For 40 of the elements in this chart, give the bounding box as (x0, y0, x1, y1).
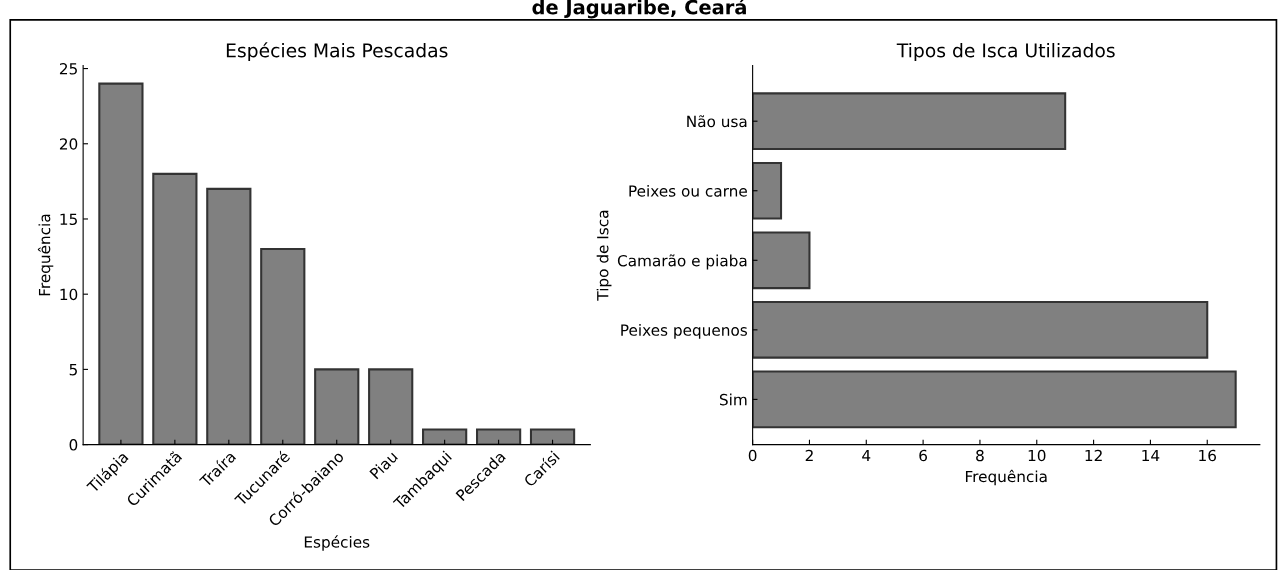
x-axis-title: Frequência (965, 469, 1047, 486)
x-tick-label: 0 (748, 449, 757, 462)
bar (206, 187, 252, 445)
x-axis-title: Espécies (304, 535, 370, 551)
y-tick-label: 10 (60, 288, 78, 301)
bar (752, 370, 1237, 429)
bar (314, 368, 360, 445)
x-tick-label: 4 (862, 449, 871, 462)
y-tick-label: 5 (69, 364, 77, 376)
bar (422, 428, 468, 445)
x-tick-label: 6 (919, 449, 928, 462)
chart-title: Espécies Mais Pescadas (226, 42, 448, 62)
x-tick-label: 16 (1199, 449, 1217, 462)
bar (752, 92, 1067, 151)
chart-title: Tipos de Isca Utilizados (896, 42, 1115, 62)
y-tick-label: 20 (59, 138, 78, 150)
y-axis-title: Tipo de Isca (596, 210, 612, 301)
x-tick-label: 2 (805, 449, 813, 462)
bar (152, 172, 198, 445)
x-tick-label: 10 (1028, 449, 1046, 462)
y-tick-label: Camarão e piaba (617, 254, 747, 270)
bar (529, 428, 576, 445)
y-axis-title: Frequência (37, 214, 54, 296)
bar (260, 248, 306, 445)
y-tick-label: 25 (59, 63, 77, 75)
y-tick-label: Peixes pequenos (621, 324, 748, 339)
bar (752, 231, 811, 290)
y-tick-label: Sim (719, 393, 747, 406)
bar (752, 161, 783, 220)
y-tick-label: 0 (69, 439, 78, 451)
y-tick-label: Peixes ou carne (629, 184, 747, 197)
bar (98, 82, 144, 445)
x-tick-label: 14 (1142, 449, 1160, 462)
y-tick-label: Não usa (687, 115, 747, 128)
bar (752, 300, 1209, 359)
bar (475, 428, 522, 445)
bar (368, 368, 414, 445)
y-tick-label: 15 (60, 213, 77, 225)
x-tick-label: 12 (1085, 449, 1102, 462)
x-tick-label: 8 (976, 449, 984, 462)
